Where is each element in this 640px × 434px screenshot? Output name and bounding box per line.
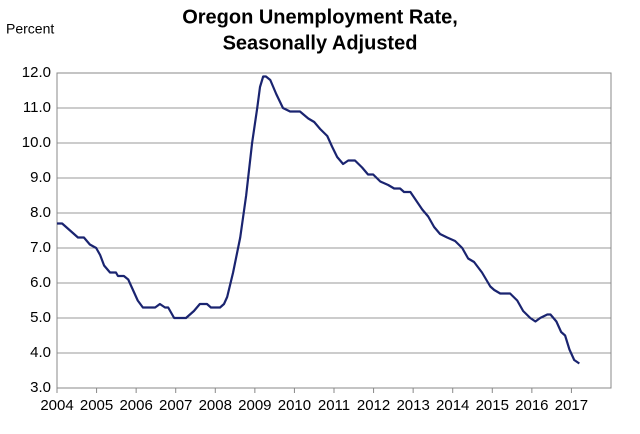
y-tick-label: 10.0 (22, 134, 51, 151)
chart-title: Seasonally Adjusted (223, 32, 418, 54)
plot-border (56, 72, 612, 389)
x-tick-label: 2013 (396, 397, 429, 414)
x-tick-label: 2004 (40, 397, 73, 414)
x-tick-label: 2011 (318, 397, 350, 414)
x-tick-label: 2012 (357, 397, 390, 414)
y-axis-label: Percent (6, 21, 54, 37)
x-tick-label: 2007 (159, 397, 192, 414)
x-tick-label: 2015 (476, 397, 509, 414)
line (57, 75, 580, 365)
x-tick-label: 2009 (238, 397, 271, 414)
x-tick-label: 2016 (515, 397, 548, 414)
x-tick-label: 2017 (555, 397, 588, 414)
y-tick-label: 4.0 (30, 344, 51, 361)
chart-title: Oregon Unemployment Rate, (182, 6, 458, 28)
y-tick-label: 8.0 (30, 204, 51, 221)
y-tick-label: 3.0 (30, 379, 51, 396)
x-tick-label: 2008 (199, 397, 232, 414)
y-tick-label: 9.0 (30, 169, 51, 186)
x-tick-label: 2006 (119, 397, 152, 414)
y-tick-label: 7.0 (30, 239, 51, 256)
x-tick-label: 2010 (278, 397, 311, 414)
y-tick-label: 11.0 (23, 99, 51, 116)
x-tick-label: 2014 (436, 397, 469, 414)
x-tick-label: 2005 (80, 397, 113, 414)
y-tick-label: 6.0 (30, 274, 51, 291)
y-tick-label: 5.0 (30, 309, 51, 326)
y-tick-label: 12.0 (22, 64, 51, 81)
